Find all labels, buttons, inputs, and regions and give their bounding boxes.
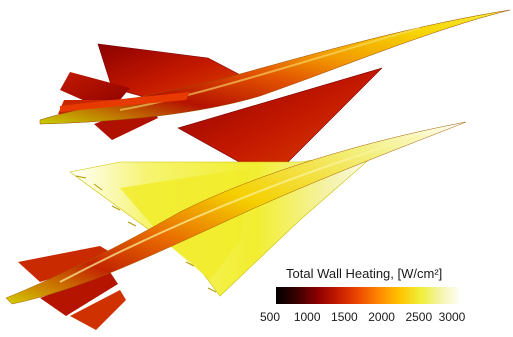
upper-fuselage-highlight	[119, 27, 421, 111]
colorbar-title: Total Wall Heating, [W/cm²]	[286, 266, 443, 281]
colorbar-tick-label: 2000	[368, 310, 395, 324]
lower-vehicle	[5, 121, 467, 330]
colorbar-tick-label: 1000	[293, 310, 321, 324]
colorbar-tick-label: 3000	[438, 310, 466, 324]
colorbar-tick-label: 2500	[405, 310, 433, 324]
colorbar-tick-label: 500	[259, 310, 281, 324]
lower-tail-fin-1	[18, 246, 120, 282]
colorbar	[276, 287, 462, 304]
upper-vehicle	[39, 9, 511, 179]
colorbar-tick-label: 1500	[331, 310, 358, 324]
lower-control-surface-hinges	[75, 175, 217, 293]
lower-tail-fin-2	[40, 272, 118, 316]
lower-fuselage	[5, 121, 467, 305]
colorbar-gradient	[276, 287, 462, 304]
upper-nacelle	[60, 92, 190, 112]
lower-tail-fin-3	[70, 290, 126, 330]
colorbar-ticks: 500 1000 1500 2000 2500 3000	[0, 310, 513, 326]
lower-fuselage-highlight	[59, 135, 421, 283]
